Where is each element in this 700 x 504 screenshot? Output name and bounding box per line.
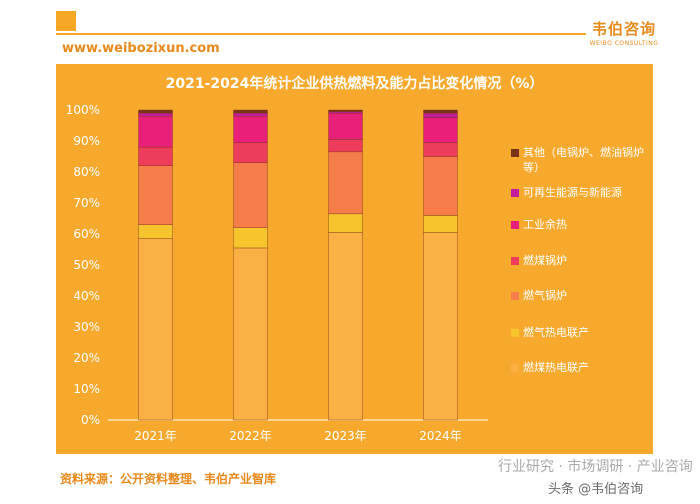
y-tick-label: 20% — [73, 351, 100, 365]
x-tick-label: 2023年 — [324, 429, 367, 443]
legend-item: 可再生能源与新能源 — [511, 185, 651, 200]
bar-segment — [423, 117, 458, 143]
bar-segment — [328, 111, 363, 114]
legend-label: 其他（电锅炉、燃油锅炉等） — [523, 146, 644, 174]
y-tick-label: 0% — [81, 413, 100, 427]
bar-segment — [138, 115, 173, 148]
bar-segment — [328, 151, 363, 215]
legend-label: 燃煤热电联产 — [523, 361, 589, 374]
bar-segment — [233, 227, 268, 249]
bar-segment — [423, 109, 458, 114]
brand-name-en: WEIBO CONSULTING — [589, 40, 659, 47]
bar-segment — [328, 213, 363, 233]
legend-item: 燃煤锅炉 — [511, 253, 651, 268]
bar-segment — [233, 247, 268, 421]
bar-segment — [328, 139, 363, 153]
legend-swatch — [511, 292, 519, 300]
bar-segment — [233, 112, 268, 117]
x-tick-label: 2022年 — [229, 429, 272, 443]
legend-swatch — [511, 257, 519, 265]
bar-segment — [423, 215, 458, 233]
bar-segment — [328, 112, 363, 140]
header-divider — [56, 33, 586, 35]
y-tick-label: 80% — [73, 165, 100, 179]
website-url: www.weibozixun.com — [62, 41, 220, 56]
legend-swatch — [511, 149, 519, 157]
brand-square-icon — [56, 11, 76, 31]
x-tick-label: 2021年 — [134, 429, 177, 443]
watermark-account: 头条 @韦伯咨询 — [548, 482, 644, 497]
brand-logo: 韦伯咨询 WEIBO CONSULTING — [584, 18, 664, 47]
legend-label: 可再生能源与新能源 — [523, 186, 622, 199]
y-tick-label: 30% — [73, 320, 100, 334]
x-tick-label: 2024年 — [419, 429, 462, 443]
legend-item: 其他（电锅炉、燃油锅炉等） — [511, 145, 651, 175]
legend-label: 燃煤锅炉 — [523, 254, 567, 267]
legend-item: 燃气锅炉 — [511, 288, 651, 303]
data-source: 资料来源：公开资料整理、韦伯产业智库 — [60, 472, 277, 486]
y-tick-label: 60% — [73, 227, 100, 241]
bar-segment — [138, 109, 173, 114]
legend-swatch — [511, 189, 519, 197]
legend-label: 工业余热 — [523, 218, 567, 231]
bar-segment — [138, 238, 173, 421]
y-tick-label: 10% — [73, 382, 100, 396]
legend-item: 燃气热电联产 — [511, 325, 651, 340]
legend-item: 燃煤热电联产 — [511, 360, 651, 375]
brand-name: 韦伯咨询 — [591, 20, 656, 38]
chart-title: 2021-2024年统计企业供热燃料及能力占比变化情况（%） — [165, 76, 544, 92]
bar-segment — [233, 109, 268, 114]
bar-segment — [423, 142, 458, 157]
bar-segment — [423, 232, 458, 421]
bar-segment — [423, 156, 458, 216]
watermark-tagline: 行业研究 · 市场调研 · 产业咨询 — [498, 459, 693, 475]
bar-segment — [328, 232, 363, 421]
bar-segment — [138, 165, 173, 225]
y-tick-label: 90% — [73, 134, 100, 148]
legend-label: 燃气锅炉 — [523, 289, 567, 302]
bar-segment — [233, 142, 268, 163]
y-tick-label: 50% — [73, 258, 100, 272]
legend-item: 工业余热 — [511, 217, 651, 232]
bar-segment — [138, 146, 173, 166]
legend-swatch — [511, 364, 519, 372]
y-tick-label: 100% — [66, 103, 100, 117]
bar-segment — [233, 162, 268, 228]
bar-segment — [138, 112, 173, 117]
legend-label: 燃气热电联产 — [523, 326, 589, 339]
bar-segment — [328, 109, 363, 112]
y-tick-label: 40% — [73, 289, 100, 303]
legend-swatch — [511, 221, 519, 229]
y-tick-label: 70% — [73, 196, 100, 210]
bar-segment — [138, 224, 173, 239]
legend-swatch — [511, 329, 519, 337]
bar-segment — [423, 112, 458, 118]
bar-segment — [233, 115, 268, 143]
